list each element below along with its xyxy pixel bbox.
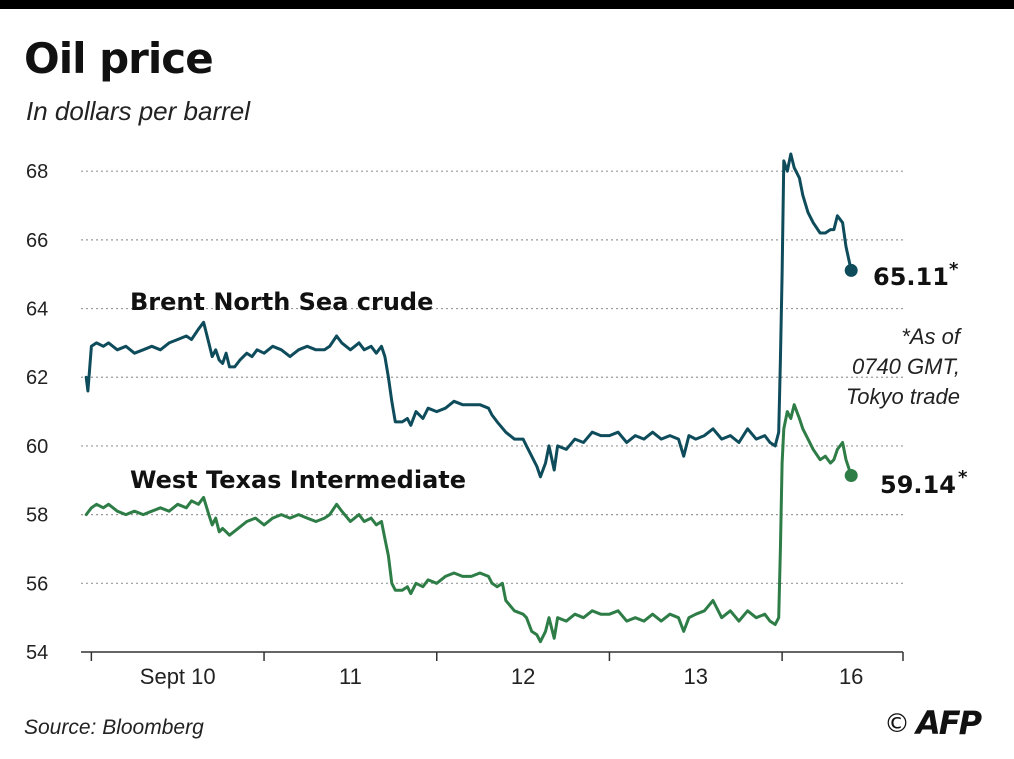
time-note: *As of 0740 GMT, Tokyo trade — [846, 324, 963, 409]
last-value-label: 65.11 — [873, 263, 949, 291]
series-label: Brent North Sea crude — [130, 288, 433, 316]
series-line-brent — [84, 152, 853, 479]
x-tick-label: 12 — [511, 664, 535, 689]
x-axis — [81, 651, 904, 661]
y-tick-label: 64 — [26, 299, 48, 321]
y-axis-ticks: 54 56 58 60 62 64 66 68 — [26, 161, 48, 664]
note-line: 0740 GMT, — [852, 354, 960, 379]
last-value-label: 59.14 — [880, 471, 956, 499]
top-rule — [0, 0, 1014, 9]
x-tick-label: 16 — [839, 664, 863, 689]
y-tick-label: 68 — [26, 161, 48, 183]
series-lines — [84, 152, 858, 644]
y-tick-label: 56 — [26, 573, 48, 595]
note-line: Tokyo trade — [846, 384, 960, 409]
series-label: West Texas Intermediate — [130, 466, 466, 494]
endpoint-marker — [844, 263, 858, 277]
afp-logo: AFP — [916, 704, 982, 742]
y-tick-label: 66 — [26, 230, 48, 252]
chart-subtitle: In dollars per barrel — [26, 96, 250, 126]
source-note: Source: Bloomberg — [24, 716, 204, 739]
y-tick-label: 62 — [26, 367, 48, 389]
asterisk-mark: * — [949, 259, 959, 280]
endpoint-marker — [844, 468, 858, 482]
x-tick-label: Sept 10 — [140, 664, 216, 689]
asterisk-mark: * — [958, 467, 968, 488]
x-tick-label: 11 — [339, 664, 362, 689]
x-axis-ticks: Sept 10 11 12 13 16 — [140, 664, 864, 689]
y-tick-label: 54 — [26, 642, 48, 664]
chart-title: Oil price — [24, 34, 214, 83]
series-line-wti — [84, 403, 853, 644]
x-tick-label: 13 — [684, 664, 708, 689]
gridlines — [81, 170, 903, 584]
y-tick-label: 58 — [26, 505, 48, 527]
note-line: *As of — [901, 324, 963, 349]
y-tick-label: 60 — [26, 436, 48, 458]
copyright-icon: © — [884, 709, 910, 739]
line-chart: 54 56 58 60 62 64 66 68 Sept 10 11 12 13 16 Brent N… — [26, 152, 968, 689]
